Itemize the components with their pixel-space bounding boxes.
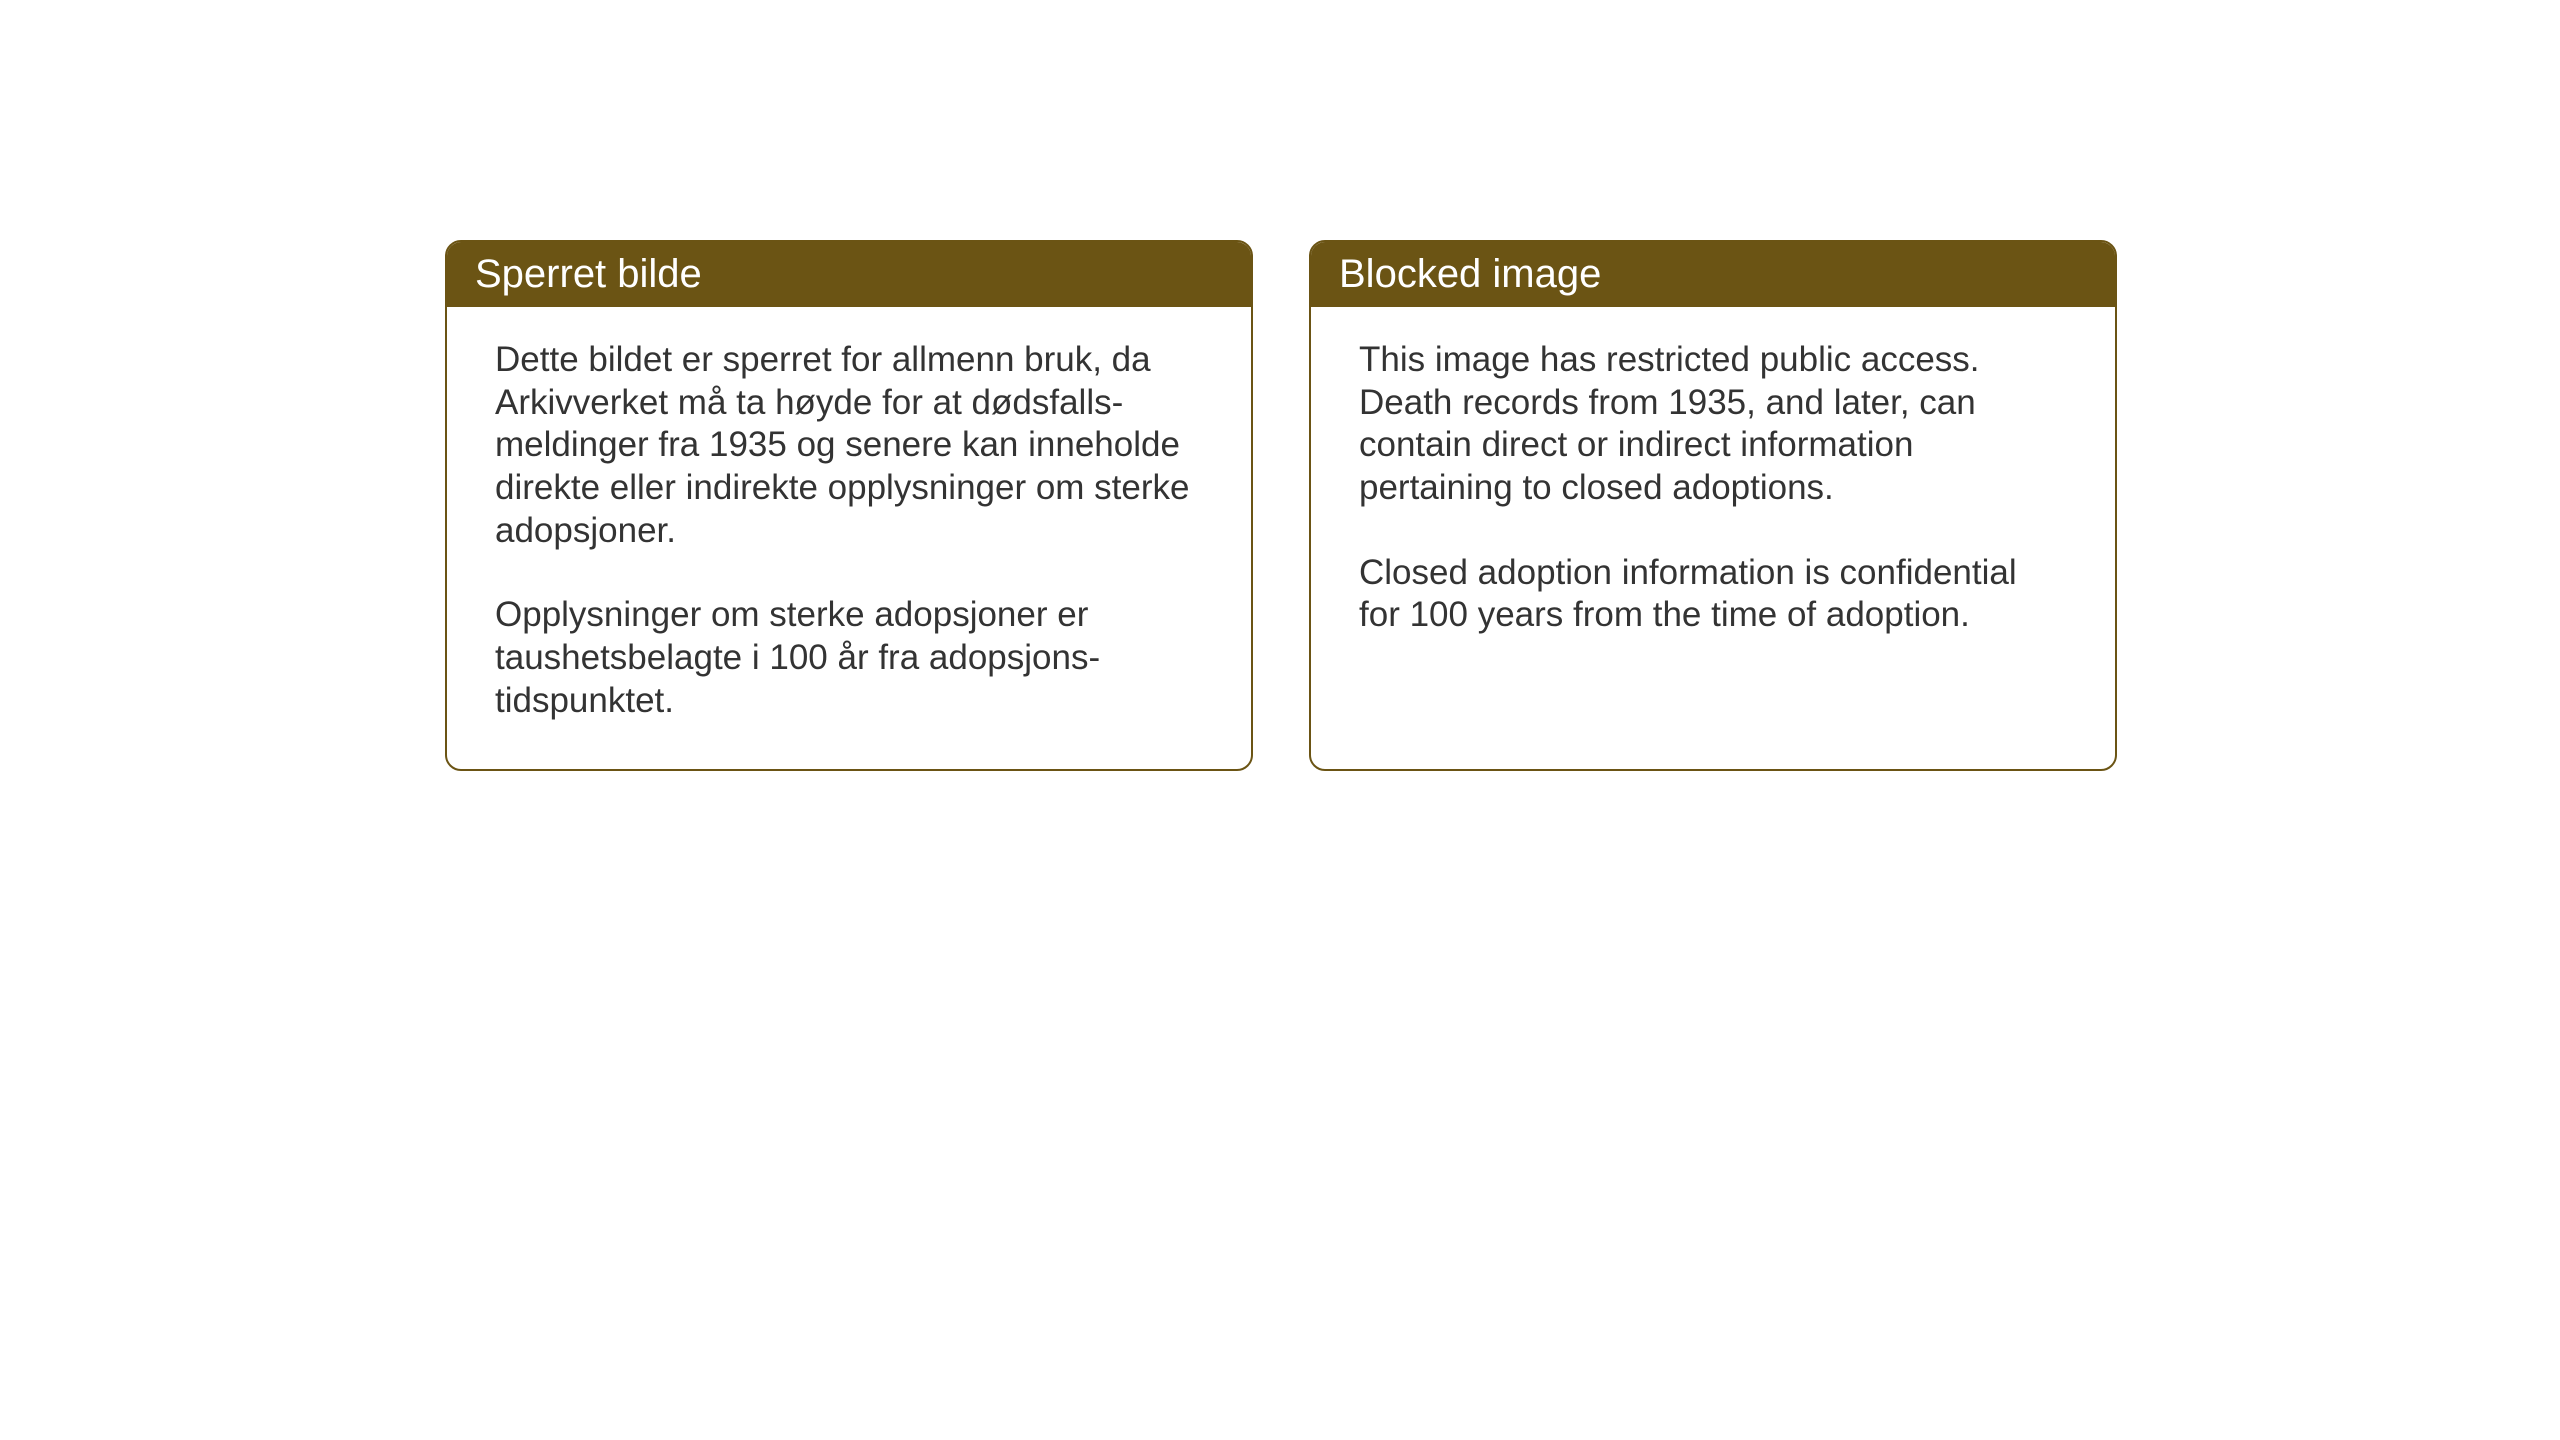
paragraph-1-english: This image has restricted public access.… — [1359, 339, 2067, 510]
card-header-english: Blocked image — [1311, 242, 2115, 307]
paragraph-1-norwegian: Dette bildet er sperret for allmenn bruk… — [495, 339, 1203, 552]
paragraph-2-english: Closed adoption information is confident… — [1359, 552, 2067, 637]
card-header-norwegian: Sperret bilde — [447, 242, 1251, 307]
card-body-english: This image has restricted public access.… — [1311, 307, 2115, 683]
card-body-norwegian: Dette bildet er sperret for allmenn bruk… — [447, 307, 1251, 769]
paragraph-2-norwegian: Opplysninger om sterke adopsjoner er tau… — [495, 594, 1203, 722]
card-norwegian: Sperret bilde Dette bildet er sperret fo… — [445, 240, 1253, 771]
card-english: Blocked image This image has restricted … — [1309, 240, 2117, 771]
cards-container: Sperret bilde Dette bildet er sperret fo… — [445, 240, 2117, 771]
